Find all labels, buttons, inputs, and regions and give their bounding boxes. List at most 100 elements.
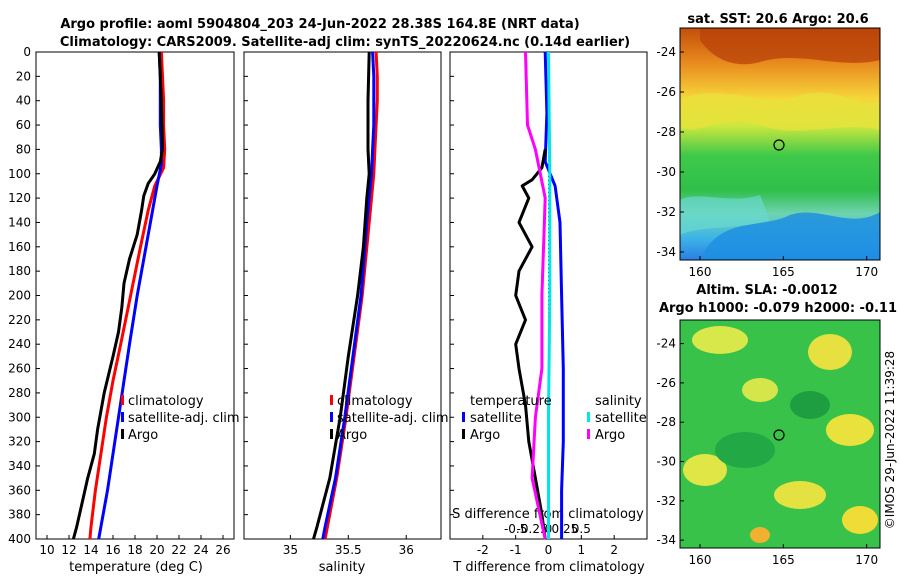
legend-label-t-satellite: satellite — [470, 411, 522, 426]
legend-label-t-argo: Argo — [470, 428, 500, 443]
x-tick-label: -1 — [510, 543, 522, 557]
sla-argo-marker — [773, 429, 785, 441]
x-tick-label: 10 — [39, 543, 54, 557]
legend-title-temperature: temperature — [470, 394, 552, 409]
legend-swatch-climatology — [330, 395, 333, 405]
legend-label-satellite: satellite-adj. clim — [337, 411, 449, 426]
x-tick-label: 26 — [215, 543, 230, 557]
legend-label-argo: Argo — [337, 428, 367, 443]
sla-yellow-blob — [683, 454, 727, 486]
legend-swatch-s-argo — [587, 429, 590, 439]
y-tick-label: 40 — [16, 94, 31, 108]
sla-map-ticks: 160 165 170 -24 -26 -28 -30 -32 -34 — [656, 337, 878, 567]
legend-swatch-t-satellite — [462, 412, 465, 422]
imos-timestamp: ©IMOS 29-Jun-2022 11:39:28 — [883, 351, 897, 529]
y-tick-label: 360 — [8, 483, 31, 497]
map-y-tick-label: -28 — [656, 415, 676, 429]
legend-title-salinity: salinity — [595, 394, 642, 409]
map-x-tick-label: 160 — [689, 553, 712, 567]
y-tick-label: 400 — [8, 532, 31, 546]
x-tick-label: 24 — [193, 543, 208, 557]
temperature-plot: 10 12 14 16 18 20 22 24 26 — [39, 51, 231, 557]
sst-cool-patch — [700, 212, 880, 260]
sst-argo-marker — [773, 139, 785, 151]
legend-label-argo: Argo — [128, 428, 158, 443]
x-tick-label: 1 — [578, 543, 586, 557]
pressure-axis-ticks: 0 20 40 60 80 100 120 140 160 180 200 220 240 260 280 3… — [8, 45, 454, 546]
map-y-tick-label: -34 — [656, 533, 676, 547]
y-tick-label: 60 — [16, 118, 31, 132]
series-line-t-satellite — [543, 51, 565, 539]
y-tick-label: 20 — [16, 69, 31, 83]
x-tick-label-top: 0.5 — [572, 522, 591, 536]
sst-cyan-patch — [680, 195, 770, 235]
sla-map — [680, 320, 880, 548]
map-y-tick-label: -30 — [656, 165, 676, 179]
x-tick-label: 18 — [127, 543, 142, 557]
legend-swatch-argo — [121, 429, 124, 439]
map-y-tick-label: -30 — [656, 455, 676, 469]
x-tick-label-top: 0.25 — [552, 522, 579, 536]
y-tick-label: 160 — [8, 240, 31, 254]
x-tick-label: 36 — [399, 543, 414, 557]
map-x-tick-label: 165 — [772, 553, 795, 567]
sla-map-frame — [679, 319, 881, 549]
salinity-xlabel: salinity — [319, 560, 366, 575]
map-y-tick-label: -34 — [656, 245, 676, 259]
legend-swatch-argo — [330, 429, 333, 439]
sst-map-title: sat. SST: 20.6 Argo: 20.6 — [687, 12, 868, 27]
temperature-panel-frame — [35, 51, 235, 540]
y-tick-label: 140 — [8, 215, 31, 229]
y-tick-label: 0 — [23, 45, 31, 59]
sla-green-patch — [715, 432, 775, 468]
series-line-argo — [71, 51, 164, 540]
sla-yellow-blob — [692, 326, 748, 354]
salinity-panel-frame — [243, 51, 442, 540]
x-tick-label: 20 — [149, 543, 164, 557]
y-tick-label: 100 — [8, 167, 31, 181]
map-x-tick-label: 165 — [772, 265, 795, 279]
sla-yellow-blob — [774, 481, 826, 509]
map-y-tick-label: -26 — [656, 376, 676, 390]
map-y-tick-label: -28 — [656, 125, 676, 139]
sla-yellow-blob — [808, 334, 852, 370]
sla-green-patch — [790, 391, 830, 419]
x-tick-label: 22 — [171, 543, 186, 557]
difference-plot: -2 -1 0 1 2-0.5-0.250 0.250.5 — [477, 51, 618, 557]
y-tick-label: 300 — [8, 410, 31, 424]
y-tick-label: 280 — [8, 386, 31, 400]
x-tick-label-top: -0.25 — [517, 522, 548, 536]
series-line-t-argo — [514, 149, 547, 540]
x-tick-label: 0 — [545, 543, 553, 557]
series-line-s-argo — [524, 51, 547, 540]
legend-swatch-satellite — [330, 412, 333, 422]
legend-label-climatology: climatology — [337, 394, 413, 409]
difference-legend-temperature: temperature satellite Argo — [462, 394, 552, 443]
y-tick-label: 320 — [8, 435, 31, 449]
sla-yellow-blob — [826, 414, 874, 446]
y-tick-label: 180 — [8, 264, 31, 278]
sst-map — [680, 28, 880, 260]
y-tick-label: 240 — [8, 337, 31, 351]
sla-yellow-blob — [842, 506, 878, 534]
figure-title-line2: Climatology: CARS2009. Satellite-adj cli… — [60, 35, 630, 50]
x-tick-label: 14 — [83, 543, 98, 557]
y-tick-label: 80 — [16, 142, 31, 156]
map-y-tick-label: -32 — [656, 494, 676, 508]
legend-swatch-t-argo — [462, 429, 465, 439]
salinity-plot: 35 35.5 36 — [283, 51, 414, 557]
difference-legend-salinity: salinity satellite Argo — [587, 394, 647, 443]
series-line-climatology — [88, 51, 167, 540]
legend-label-climatology: climatology — [128, 394, 204, 409]
series-line-s-satellite — [547, 51, 552, 539]
series-line-argo — [312, 51, 371, 540]
legend-swatch-s-satellite — [587, 412, 590, 422]
salinity-legend: climatology satellite-adj. clim Argo — [330, 394, 449, 443]
sla-orange-spot — [750, 527, 770, 543]
difference-xlabel: T difference from climatology — [452, 560, 645, 575]
x-tick-label: 12 — [61, 543, 76, 557]
map-x-tick-label: 160 — [689, 265, 712, 279]
figure-title-line1: Argo profile: aoml 5904804_203 24-Jun-20… — [60, 17, 579, 32]
x-tick-label: 16 — [105, 543, 120, 557]
